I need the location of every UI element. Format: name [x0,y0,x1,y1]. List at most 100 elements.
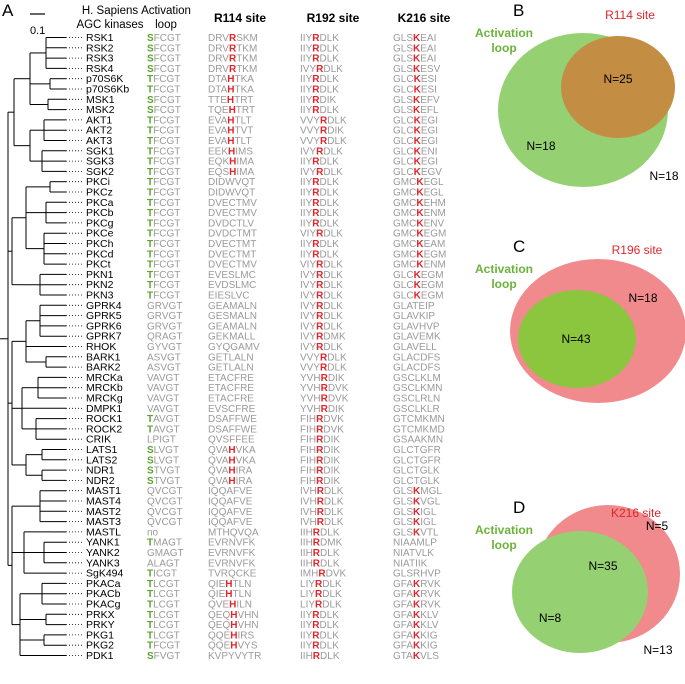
alignment-row: PKCh TFCGT DVECTMT IIYRDLK GMCKEAM [66,238,445,250]
motif-seq-k216: GLCKEGI [393,115,438,126]
motif-seq-k216: GFAKKIG [393,641,438,652]
motif-seq-r114: DVECTMV [208,208,257,219]
motif-seq-r192: FIHRDIK [300,466,340,477]
motif-seq-r192: VIYRDLK [300,260,343,271]
header-activation-line1: Activation [141,5,191,17]
activation-loop-seq: TLCGT [147,589,180,600]
motif-seq-k216: GLSRHVP [393,569,441,580]
activation-loop-seq: SFCGT [147,43,181,54]
motif-seq-k216: GFAKRVK [393,589,441,600]
kinase-name: MAST1 [86,485,121,497]
alignment-row: RSK3 SFCGT DRVRTKM IIYRDLK GLSKEAI [66,53,436,65]
motif-seq-k216: GLSKEAI [393,33,436,44]
alignment-rows: RSK1 SFCGT DRVRSKM IIYRDLK GLSKEAI RSK2 SFCGT D… [66,32,446,662]
activation-loop-seq: TLCGT [147,610,180,621]
motif-seq-k216: GMCKEGL [393,177,444,188]
kinase-name: AKT2 [86,125,112,137]
motif-seq-k216: GLSKEFL [393,105,439,116]
venn-d-n-overlap: N=35 [588,559,617,573]
motif-seq-r114: GEAMALN [208,301,257,312]
motif-seq-k216: GLATEIP [393,301,435,312]
activation-loop-seq: LPIGT [147,435,176,446]
activation-loop-seq: VAVGT [147,383,179,394]
motif-seq-k216: GLSKVGL [393,497,441,508]
motif-seq-r114: DVDCTLV [208,218,254,229]
kinase-name: RSK3 [86,53,114,65]
motif-seq-r114: GEKMALL [208,332,256,343]
activation-loop-seq: GYVGT [147,342,182,353]
motif-seq-r114: TVRQCKE [208,569,257,580]
alignment-row: CRIK LPIGT QVSFFEE FIHRDIK GSAAKMN [66,434,443,446]
alignment-row: PKCd TFCGT DVECTMT IIYRDLK GMCKEGM [66,248,446,260]
motif-seq-r192: IIYRDLK [300,198,339,209]
motif-seq-r192: FIHRDIK [300,476,340,487]
venn-b-n-overlap: N=25 [603,72,632,86]
motif-seq-k216: GLACDFS [393,363,441,374]
motif-seq-r114: QVAHVKA [208,445,256,456]
motif-seq-r114: EIESLVC [208,291,250,302]
kinase-name: PKN3 [86,290,114,302]
motif-seq-r114: DTAHTKA [208,85,254,96]
motif-seq-r114: EVESLMC [208,270,256,281]
activation-loop-seq: TFCGT [147,85,180,96]
motif-seq-r114: DSAFFWE [208,414,257,425]
kinase-name: NDR2 [86,475,115,487]
motif-seq-k216: GMCKEGM [393,249,446,260]
venn-b-n-activation: N=18 [526,139,555,153]
motif-seq-r192: IIYRDLK [300,641,339,652]
motif-seq-k216: NIAAMLP [393,538,437,549]
activation-loop-seq: TICGT [147,569,177,580]
motif-seq-k216: GLSKESV [393,64,441,75]
venn-c-site-label: R196 site [612,243,663,257]
venn-c-n-overlap: N=43 [561,332,590,346]
kinase-name: YANK2 [86,547,120,559]
kinase-name: ROCK2 [86,423,122,435]
alignment-row: PRKY TLCGT QEQHVHN IIYRDLK GFAKKLV [66,619,439,631]
motif-seq-k216: GLSKVTL [393,527,439,538]
kinase-name: DMPK1 [86,403,122,415]
motif-seq-r192: IIYRDLK [300,208,339,219]
motif-seq-r114: TTEHTRT [208,95,253,106]
kinase-name: PKCi [86,176,110,188]
kinase-name: PKCg [86,217,114,229]
venn-c-n-site: N=18 [628,291,657,305]
activation-loop-seq: TFCGT [147,260,180,271]
alignment-row: YANK1 TMAGT EVRNVFK IIHRDMK NIAAMLP [66,537,437,549]
motif-seq-r114: EVAHTLT [208,136,252,147]
motif-seq-k216: GLCKEGM [393,291,444,302]
kinase-name: SGK1 [86,145,114,157]
kinase-name: LATS2 [86,454,117,466]
motif-seq-k216: GFAKKLV [393,620,439,631]
alignment-row: MASTL no MTHQVQA IIHRDLK GLSKVTL [66,526,439,538]
motif-seq-r114: EEKHIMS [208,146,253,157]
kinase-name: MRCKb [86,382,123,394]
kinase-name: BARK2 [86,362,121,374]
motif-seq-r192: IIYRDLK [300,74,339,85]
kinase-name: PRKX [86,609,115,621]
motif-seq-r192: IIYRDLK [300,249,339,260]
activation-loop-seq: TFCGT [147,177,180,188]
motif-seq-r192: FIHRDVK [300,414,344,425]
venn-b-site-circle [561,36,675,138]
kinase-name: SgK494 [86,568,124,580]
kinase-name: p70S6Kb [86,84,129,96]
panel-a-label: A [2,1,14,20]
motif-seq-r114: MTHQVQA [208,527,259,538]
motif-seq-r192: IVYRDLK [300,270,343,281]
motif-seq-r192: YVHRDVK [300,383,349,394]
activation-loop-seq: TFCGT [147,167,180,178]
alignment-row: BARK2 ASVGT GETLALN VVYRDLK GLACDFS [66,362,441,374]
alignment-row: PKN3 TFCGT EIESLVC IVYRDLK GLCKEGM [66,290,444,302]
alignment-row: PKCa TFCGT DVECTMV IIYRDLK GMCKEHM [66,197,446,209]
motif-seq-r192: IIYRDLK [300,43,339,54]
activation-loop-seq: STVGT [147,466,180,477]
motif-seq-r192: IVYRDLK [300,311,343,322]
venn-d-n-outside: N=13 [643,643,672,657]
header-kinases-line1: H. Sapiens [82,5,139,17]
motif-seq-r114: GETLALN [208,352,254,363]
kinase-name: MRCKg [86,393,123,405]
motif-seq-r192: IIYRDLK [300,630,339,641]
activation-loop-seq: GRVGT [147,321,182,332]
kinase-name: PKCe [86,228,114,240]
activation-loop-seq: SFVGT [147,651,180,662]
